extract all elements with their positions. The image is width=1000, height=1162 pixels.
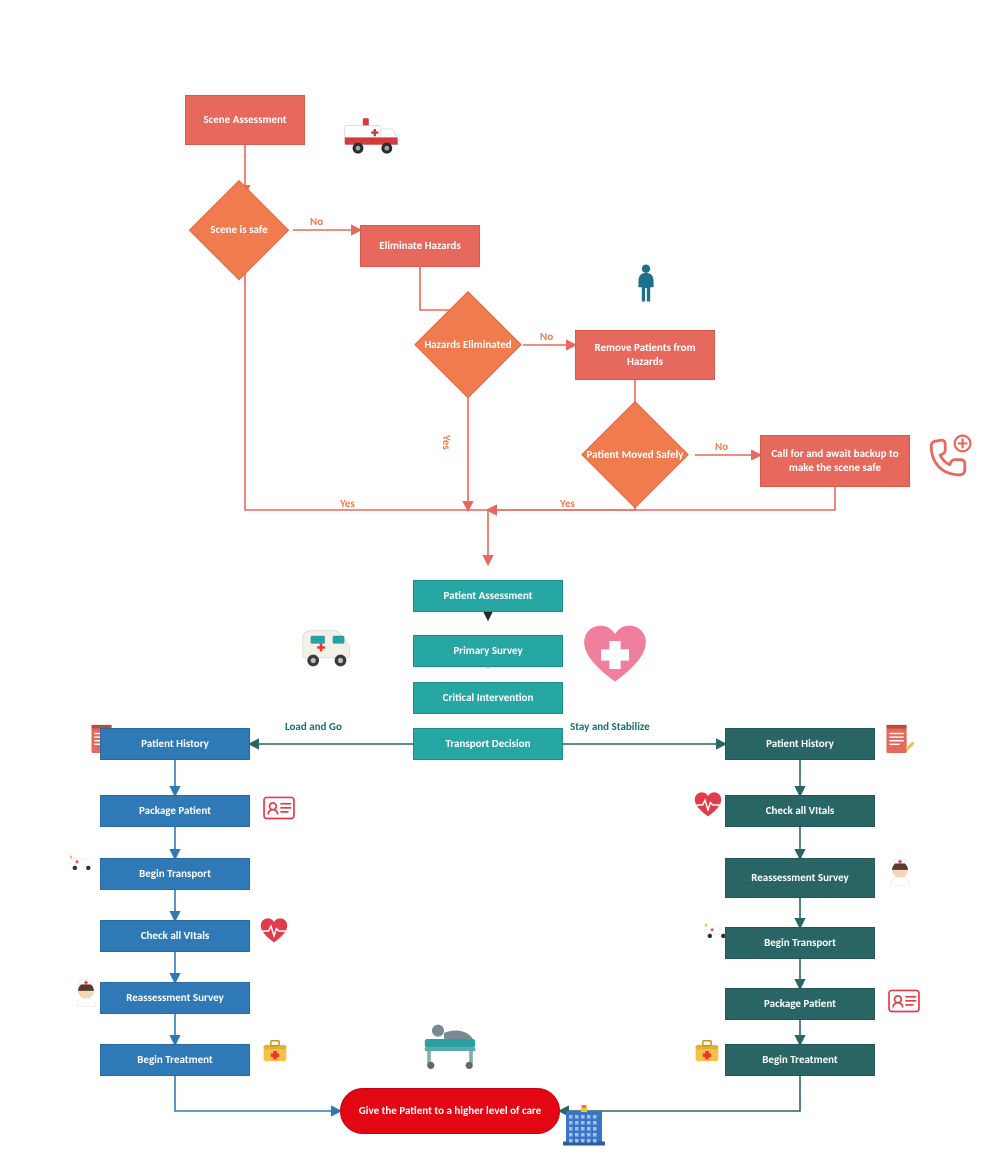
edge-n6-n8 [488,494,635,510]
edge-label-n4-n8: Yes [440,435,453,450]
idcard-icon [882,985,926,1019]
edge-label-n2-n8: Yes [340,497,355,510]
node-n3: Eliminate Hazards [360,225,480,267]
node-n7: Call for and await backup to make the sc… [760,435,910,487]
edge-r6-end [560,1076,800,1111]
node-n2: Scene is safe [185,194,293,266]
node-r1: Patient History [725,728,875,760]
node-l2: Package Patient [100,795,250,827]
node-l4: Check all VItals [100,920,250,952]
node-n6: Patient Moved Safely [575,416,695,494]
medkit-icon [258,1036,292,1066]
edge-label-n6-n7: No [715,440,728,453]
node-n9: Primary Survey [413,635,563,667]
flowchart-stage: Scene Assessment Scene is safe Eliminate H… [0,0,1000,1162]
edge-label-n6-n8: Yes [560,497,575,510]
ecg-heart-icon [692,790,724,820]
node-end: Give the Patient to a higher level of ca… [340,1088,560,1134]
notepad-icon [880,720,916,760]
ecg-heart-icon [258,916,290,946]
node-r5: Package Patient [725,988,875,1020]
edge-l6-end [175,1076,340,1111]
edge-label-n11-r1: Stay and Stabilize [570,720,650,733]
nurse-icon [68,973,104,1013]
node-r2: Check all VItals [725,795,875,827]
node-n4: Hazards Eliminated [413,306,523,384]
node-l5: Reassessment Survey [100,982,250,1014]
node-l6: Begin Treatment [100,1044,250,1076]
node-l3: Begin Transport [100,858,250,890]
edge-label-n11-l1: Load and Go [285,720,342,733]
phone-plus-icon [920,430,976,486]
node-n10: Critical Intervention [413,682,563,714]
node-n5: Remove Patients from Hazards [575,330,715,380]
ambulance-mini-icon [60,850,102,878]
ambulance-flat-icon [315,105,425,165]
ambulance-round-icon [280,615,375,680]
medkit-icon [690,1036,724,1066]
idcard-icon [257,792,301,826]
edge-label-n2-n3: No [310,215,323,228]
person-icon [625,248,667,318]
edge-label-n4-n5: No [540,330,553,343]
hospital-icon [555,1100,613,1150]
hospital-bed-icon [400,1015,500,1075]
node-n11: Transport Decision [413,728,563,760]
node-r6: Begin Treatment [725,1044,875,1076]
nurse-icon [882,852,918,892]
node-r3: Reassessment Survey [725,858,875,898]
node-n1: Scene Assessment [185,95,305,145]
node-r4: Begin Transport [725,927,875,959]
node-n8: Patient Assessment [413,580,563,612]
heart-cross-icon [575,620,655,690]
node-l1: Patient History [100,728,250,760]
